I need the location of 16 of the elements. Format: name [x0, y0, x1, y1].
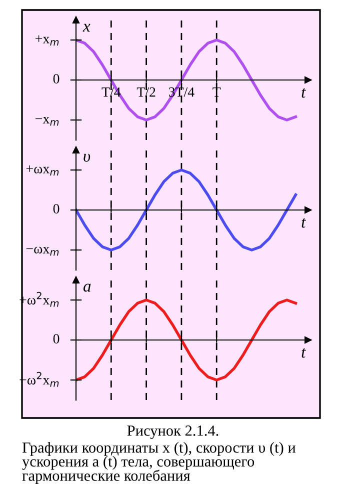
text: 0 — [53, 334, 60, 344]
x-tick-label: T/2 — [136, 87, 156, 97]
text: Рисунок 2.1.4. — [127, 426, 218, 439]
text: +x$_{m}$ — [36, 35, 59, 46]
text: Графики координаты x (t), скорости υ (t) и ускорения a (t) тела, совершающего гармонические колебания — [22, 442, 296, 484]
text: −ωx$_{m}$ — [26, 246, 59, 256]
text: 0 — [53, 204, 60, 214]
x-axis-title: t — [302, 218, 306, 228]
y-axis-title: υ — [84, 154, 90, 162]
y-axis-title: a — [83, 284, 91, 292]
text: +ωx$_{m}$ — [26, 165, 59, 176]
text: 0 — [53, 74, 60, 84]
y-axis-title: x — [82, 24, 90, 32]
x-axis-title: t — [302, 348, 306, 358]
text: −x$_{m}$ — [36, 116, 59, 126]
x-axis-title: t — [302, 88, 306, 98]
